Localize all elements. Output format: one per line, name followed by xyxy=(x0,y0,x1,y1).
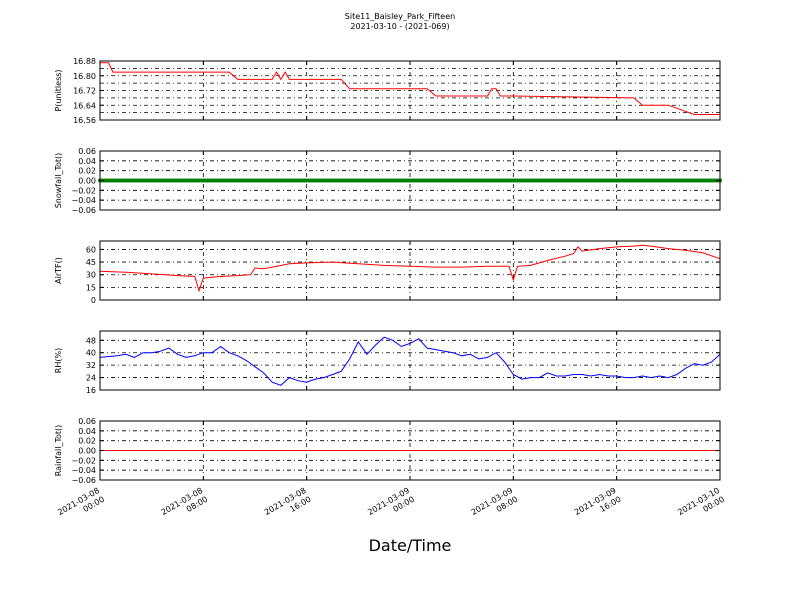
y-tick-label: 0.02 xyxy=(78,167,96,176)
x-tick-label: 2021-03-1000:00 xyxy=(676,486,726,526)
y-tick-label: 0.06 xyxy=(78,147,96,156)
series-line-4 xyxy=(99,336,721,386)
figure-title: Site11_Baisley_Park_Fifteen xyxy=(345,12,455,21)
y-axis-label: AirTF() xyxy=(54,257,63,284)
panel-5: 0.060.040.020.00−0.02−0.04−0.06 Rainfall_… xyxy=(54,417,721,485)
series-line-1 xyxy=(100,62,720,115)
x-tick-label: 2021-03-0916:00 xyxy=(573,486,623,526)
x-axis-tick-labels: 2021-03-0800:00 2021-03-0808:00 2021-03-08… xyxy=(56,486,726,526)
y-tick-label: 0.00 xyxy=(78,447,96,456)
series-line-3 xyxy=(99,244,721,293)
y-tick-label: 0.04 xyxy=(78,157,96,166)
panels: 16.88 16.80 16.72 16.64 16.56 P(unitless) 0.06… xyxy=(54,57,722,485)
figure-subtitle: 2021-03-10 - (2021-069) xyxy=(350,22,449,31)
y-tick-label: 15 xyxy=(86,283,96,292)
y-tick-label: 0.02 xyxy=(78,437,96,446)
x-tick-label: 2021-03-0808:00 xyxy=(160,486,210,526)
y-tick-label: −0.06 xyxy=(71,476,96,485)
y-tick-label: 0.00 xyxy=(78,177,96,186)
x-tick-label: 2021-03-0816:00 xyxy=(263,486,313,526)
panel-4: 48 40 32 24 16 RH(%) xyxy=(54,330,721,395)
y-tick-label: 16 xyxy=(86,386,96,395)
y-axis-label: P(unitless) xyxy=(54,69,63,111)
y-tick-label: 16.56 xyxy=(73,116,96,125)
y-tick-label: −0.02 xyxy=(71,456,96,465)
y-axis-label: Snowfall_Tot() xyxy=(54,153,63,209)
y-tick-label: 30 xyxy=(86,271,96,280)
x-tick-label: 2021-03-0800:00 xyxy=(56,486,106,526)
y-tick-label: 48 xyxy=(86,336,96,345)
y-tick-label: −0.02 xyxy=(71,186,96,195)
y-tick-label: 60 xyxy=(86,245,96,254)
panel-2: 0.060.040.020.00−0.02−0.04−0.06 Snowfall_… xyxy=(54,147,722,215)
y-tick-label: −0.04 xyxy=(71,466,96,475)
panel-1: 16.88 16.80 16.72 16.64 16.56 P(unitless) xyxy=(54,57,721,125)
y-tick-label: 32 xyxy=(86,361,96,370)
x-axis-label: Date/Time xyxy=(369,536,452,555)
y-tick-label: 0 xyxy=(91,296,96,305)
y-tick-label: 40 xyxy=(86,349,96,358)
y-tick-label: 16.64 xyxy=(73,101,96,110)
y-tick-label: 16.80 xyxy=(73,72,96,81)
y-tick-label: 0.06 xyxy=(78,417,96,426)
x-tick-label: 2021-03-0900:00 xyxy=(366,486,416,526)
y-axis-label: Rainfall_Tot() xyxy=(54,425,63,477)
x-tick-label: 2021-03-0908:00 xyxy=(470,486,520,526)
y-tick-label: 16.72 xyxy=(73,87,96,96)
y-tick-label: 16.88 xyxy=(73,57,96,66)
y-tick-label: −0.06 xyxy=(71,206,96,215)
y-tick-label: 24 xyxy=(86,374,96,383)
y-tick-label: 45 xyxy=(86,258,96,267)
panel-3: 60 45 30 15 0 AirTF() xyxy=(54,240,721,305)
y-axis-label: RH(%) xyxy=(54,348,63,373)
y-tick-label: −0.04 xyxy=(71,196,96,205)
y-tick-label: 0.04 xyxy=(78,427,96,436)
